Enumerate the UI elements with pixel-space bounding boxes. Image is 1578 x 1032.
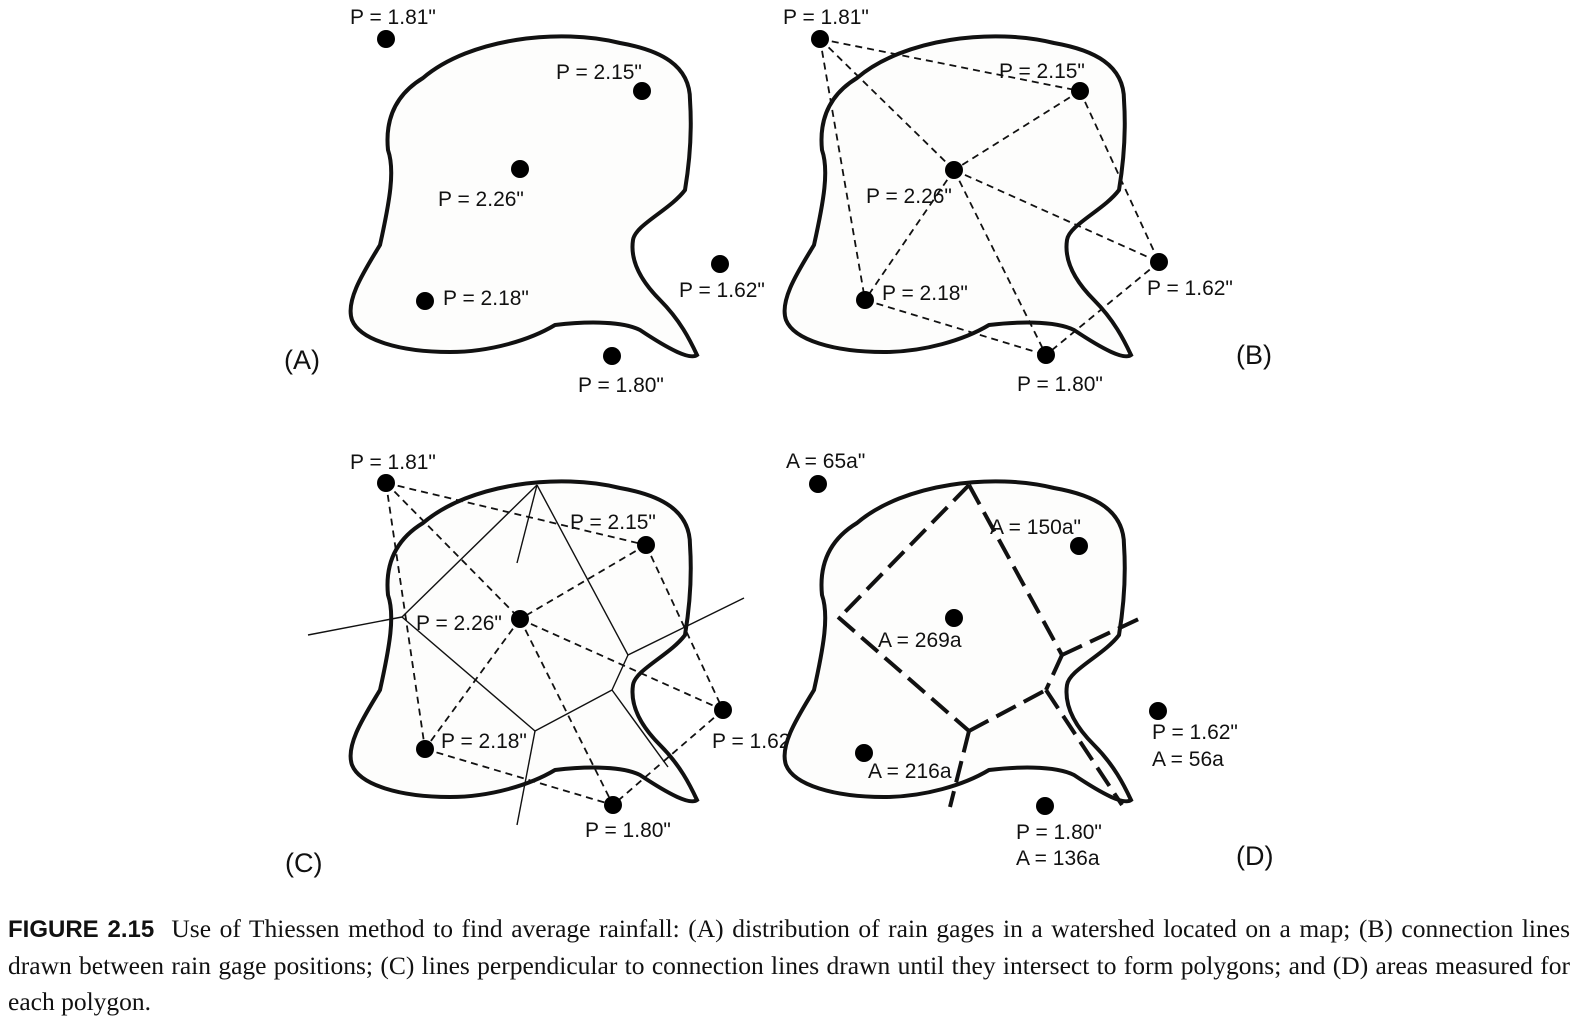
gage-label-c-3: P = 2.26" xyxy=(416,612,502,635)
rain-gage-b-6 xyxy=(1037,346,1055,364)
rain-gage-c-4 xyxy=(416,740,434,758)
perpendicular-lines-c xyxy=(307,484,745,826)
gage-label-b-2: P = 2.15" xyxy=(999,60,1085,83)
connection-lines-c xyxy=(385,482,724,806)
panel-a: P = 1.81" P = 2.15" P = 2.26" P = 2.18" … xyxy=(284,6,765,397)
rain-gage-c-6 xyxy=(604,796,622,814)
area-label-d-2: A = 150a" xyxy=(990,516,1081,539)
rain-gage-d-2 xyxy=(1070,537,1088,555)
panel-b: P = 1.81" P = 2.15" P = 2.26" P = 2.18" … xyxy=(782,6,1272,396)
thiessen-figure: P = 1.81" P = 2.15" P = 2.26" P = 2.18" … xyxy=(284,6,1273,878)
gage-label-c-2: P = 2.15" xyxy=(570,511,656,534)
panel-label-a: (A) xyxy=(284,345,320,375)
gage-label-c-4: P = 2.18" xyxy=(441,730,527,753)
gage-label-a-6: P = 1.80" xyxy=(578,374,664,397)
area-label-d-4: A = 216a xyxy=(868,760,952,783)
gage-label-a-5: P = 1.62" xyxy=(679,279,765,302)
rain-gage-c-2 xyxy=(637,536,655,554)
connection-lines-b xyxy=(819,38,1160,356)
rain-gage-a-4 xyxy=(416,292,434,310)
gage-label-b-6: P = 1.80" xyxy=(1017,373,1103,396)
panel-label-b: (B) xyxy=(1236,340,1272,370)
rain-gage-d-1 xyxy=(809,475,827,493)
rain-gage-a-6 xyxy=(603,347,621,365)
gage-label-b-1: P = 1.81" xyxy=(783,6,869,29)
area-label-d-6-p: P = 1.80" xyxy=(1016,821,1102,844)
rain-gage-d-3 xyxy=(945,609,963,627)
panel-c: P = 1.81" P = 2.15" P = 2.26" P = 2.18" … xyxy=(285,451,798,878)
rain-gage-a-3 xyxy=(511,160,529,178)
rain-gage-d-6 xyxy=(1036,797,1054,815)
gage-label-a-2: P = 2.15" xyxy=(556,61,642,84)
gage-label-a-3: P = 2.26" xyxy=(438,188,524,211)
rain-gage-c-5 xyxy=(714,701,732,719)
area-label-d-1: A = 65a" xyxy=(786,450,865,473)
rain-gage-d-4 xyxy=(855,744,873,762)
rain-gage-b-4 xyxy=(856,291,874,309)
gage-label-b-4: P = 2.18" xyxy=(882,282,968,305)
gage-label-a-4: P = 2.18" xyxy=(443,287,529,310)
figure-caption: FIGURE 2.15 Use of Thiessen method to fi… xyxy=(8,911,1570,1020)
rain-gage-b-3 xyxy=(945,161,963,179)
panel-label-c: (C) xyxy=(285,848,322,878)
rain-gage-a-1 xyxy=(377,30,395,48)
caption-figure-number: FIGURE 2.15 xyxy=(8,916,155,943)
gage-label-a-1: P = 1.81" xyxy=(350,6,436,29)
panel-d: A = 65a" A = 150a" A = 269a A = 216a P =… xyxy=(782,450,1273,871)
panel-label-d: (D) xyxy=(1236,841,1273,871)
gage-label-c-6: P = 1.80" xyxy=(585,819,671,842)
rain-gage-b-5 xyxy=(1150,253,1168,271)
rain-gage-a-5 xyxy=(711,255,729,273)
rain-gage-b-1 xyxy=(811,30,829,48)
area-label-d-3: A = 269a xyxy=(878,629,962,652)
rain-gage-c-3 xyxy=(511,610,529,628)
area-label-d-6-a: A = 136a xyxy=(1016,847,1100,870)
polygon-boundaries-d xyxy=(836,483,1144,808)
gage-label-b-5: P = 1.62" xyxy=(1147,277,1233,300)
rain-gage-a-2 xyxy=(633,82,651,100)
gage-label-c-5: P = 1.62" xyxy=(712,730,798,753)
caption-text: Use of Thiessen method to find average r… xyxy=(8,914,1571,1016)
rain-gage-b-2 xyxy=(1071,82,1089,100)
rain-gage-d-5 xyxy=(1149,702,1167,720)
rain-gage-c-1 xyxy=(377,474,395,492)
gage-label-c-1: P = 1.81" xyxy=(350,451,436,474)
gage-label-b-3: P = 2.26" xyxy=(866,185,952,208)
area-label-d-5-a: A = 56a xyxy=(1152,748,1224,771)
area-label-d-5-p: P = 1.62" xyxy=(1152,721,1238,744)
